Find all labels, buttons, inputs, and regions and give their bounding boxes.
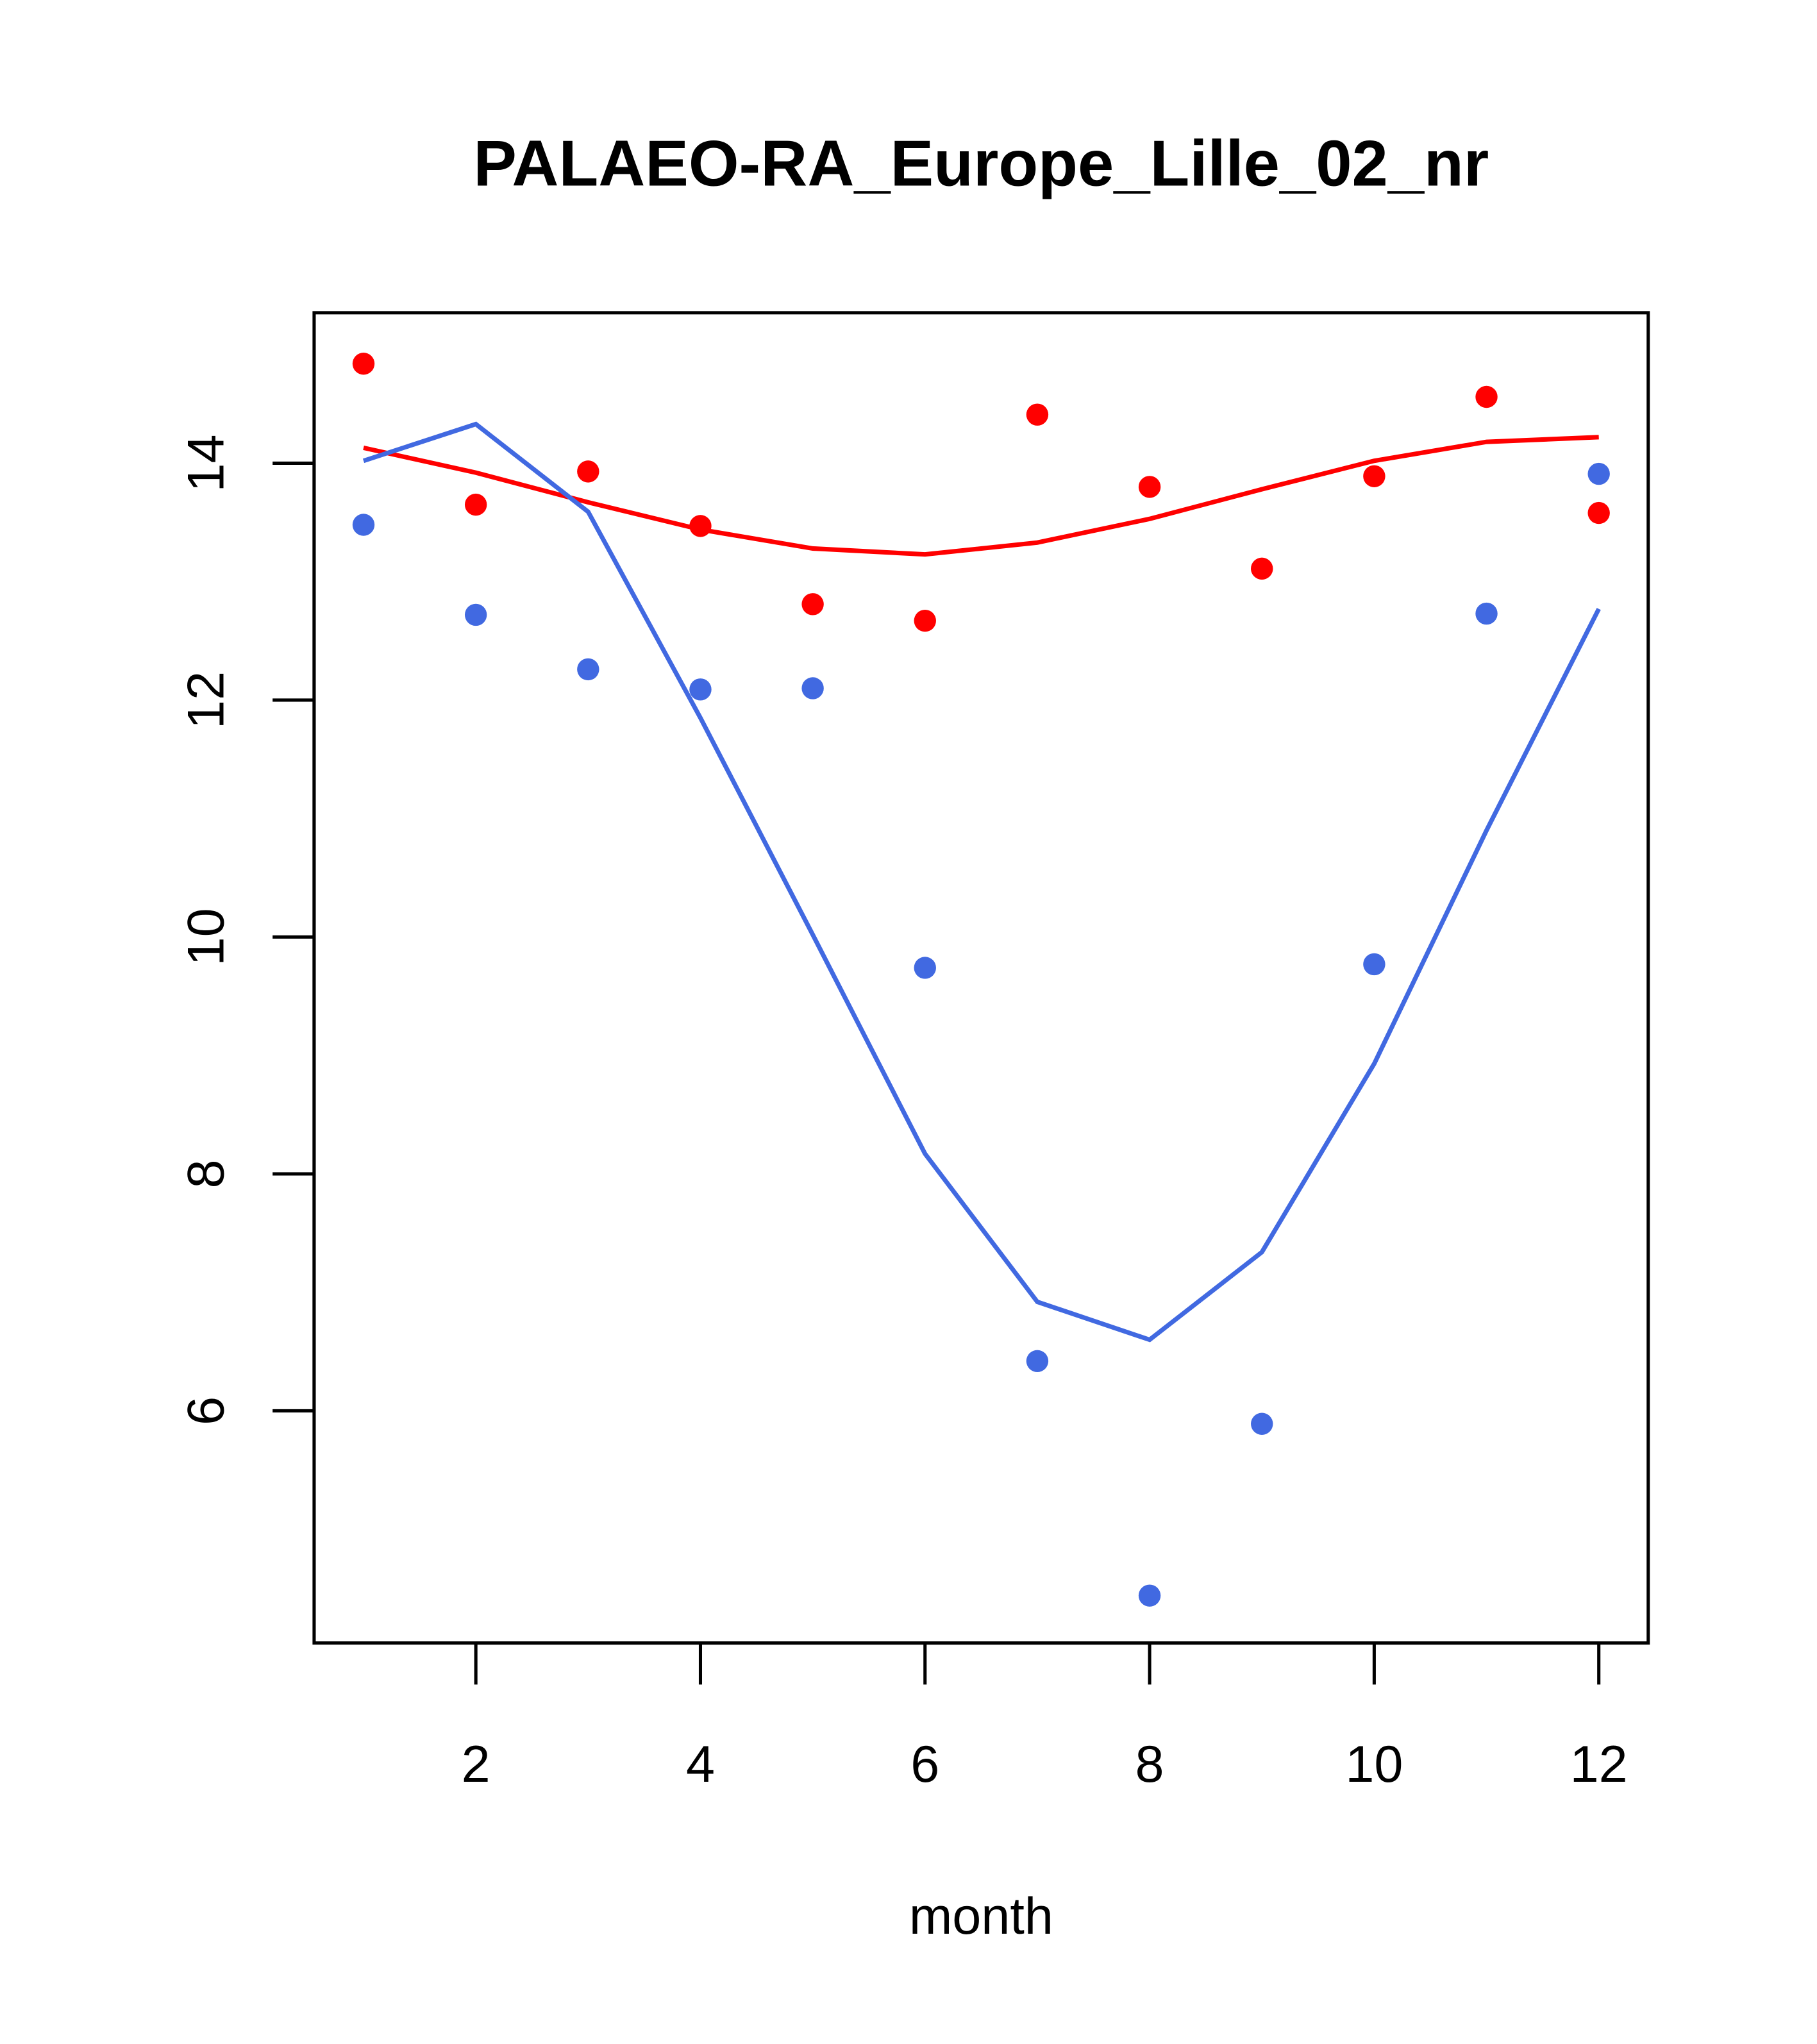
x-tick-label: 10 (1345, 1736, 1403, 1793)
blue-point (1138, 1584, 1161, 1607)
blue-point (1475, 602, 1498, 625)
y-tick-label: 12 (177, 671, 235, 729)
blue-point (577, 658, 599, 681)
red-point (1587, 501, 1610, 524)
blue-point (1363, 953, 1386, 976)
blue-point (1026, 1350, 1049, 1373)
blue-point (464, 603, 487, 626)
blue-point (352, 514, 375, 536)
red-point (914, 609, 936, 632)
red-point (801, 593, 824, 616)
blue-point (689, 678, 712, 701)
y-axis: 6 8 10 12 14 (177, 434, 316, 1425)
x-axis: 2 4 6 8 10 12 (462, 1641, 1628, 1793)
y-tick-label: 8 (177, 1159, 235, 1188)
blue-point (1251, 1412, 1273, 1435)
x-tick-label: 6 (910, 1736, 939, 1793)
red-point (1251, 557, 1273, 580)
blue-point (914, 957, 936, 979)
x-tick-label: 2 (462, 1736, 490, 1793)
blue-line-series (362, 421, 1601, 1343)
plot-frame (312, 311, 1650, 1645)
y-tick-label: 6 (177, 1396, 235, 1425)
red-point (464, 493, 487, 516)
red-point (352, 353, 375, 375)
x-tick-label: 8 (1135, 1736, 1164, 1793)
red-point (577, 460, 599, 483)
red-point (1363, 465, 1386, 487)
red-point (1026, 403, 1049, 426)
x-axis-label: month (909, 1888, 1053, 1945)
red-point (1475, 385, 1498, 408)
red-point (689, 515, 712, 537)
plot-marks (352, 353, 1610, 1607)
red-point (1138, 476, 1161, 498)
x-tick-label: 4 (686, 1736, 715, 1793)
blue-point (1587, 462, 1610, 485)
y-tick-label: 14 (177, 434, 235, 492)
red-line-series (363, 435, 1599, 557)
y-tick-label: 10 (177, 908, 235, 966)
chart-title: PALAEO-RA_Europe_Lille_02_nr (473, 127, 1489, 199)
x-tick-label: 12 (1570, 1736, 1628, 1793)
blue-point (801, 677, 824, 699)
